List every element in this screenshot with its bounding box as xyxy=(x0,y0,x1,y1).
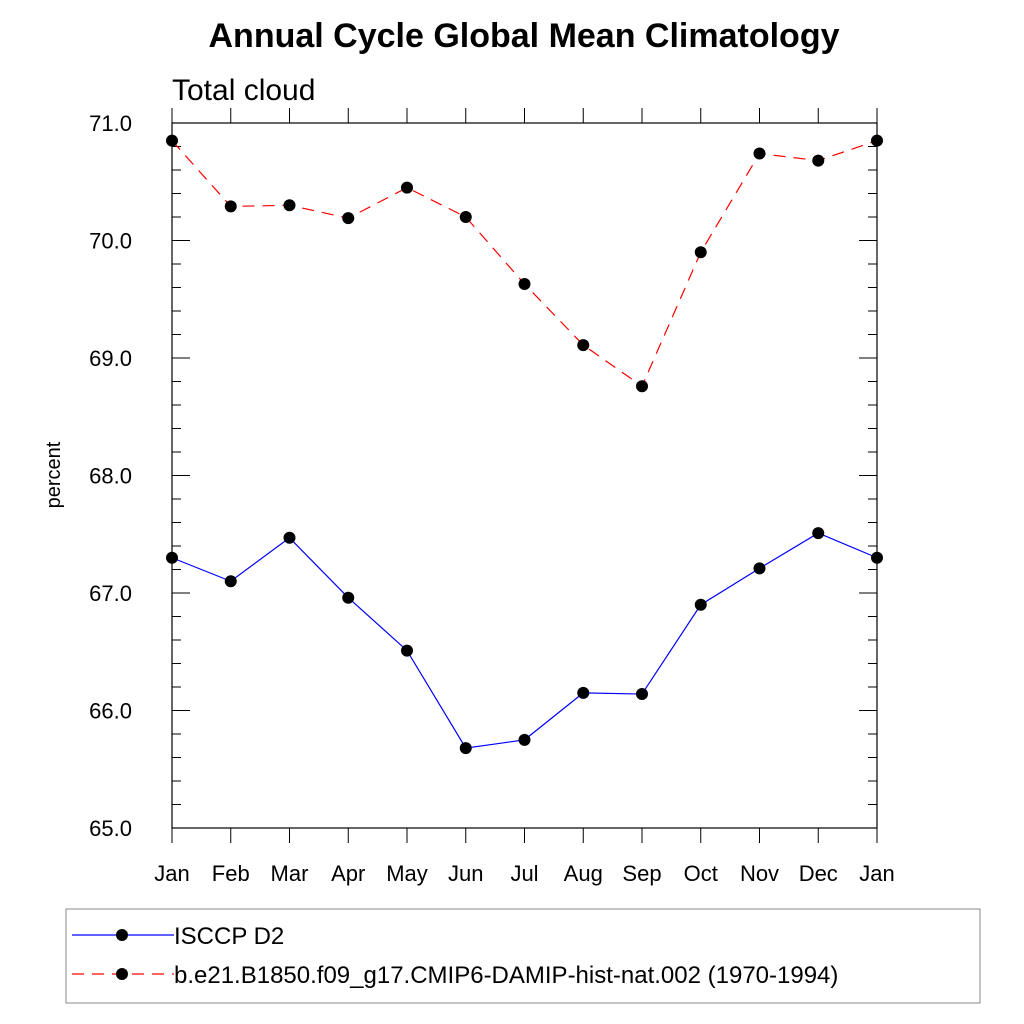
data-point xyxy=(871,551,883,564)
y-tick-label: 65.0 xyxy=(89,816,132,841)
series-group xyxy=(166,134,883,755)
x-tick-label: Nov xyxy=(740,861,779,886)
y-tick-label: 70.0 xyxy=(89,229,132,254)
x-tick-label: Feb xyxy=(212,861,250,886)
y-tick-label: 66.0 xyxy=(89,699,132,724)
legend-label: b.e21.B1850.f09_g17.CMIP6-DAMIP-hist-nat… xyxy=(174,962,838,989)
plot-frame xyxy=(171,122,878,829)
data-point xyxy=(401,181,413,194)
data-point xyxy=(283,531,296,544)
y-tick-label: 69.0 xyxy=(89,346,132,371)
legend: ISCCP D2 b.e21.B1850.f09_g17.CMIP6-DAMIP-… xyxy=(65,908,981,1004)
x-tick-label: May xyxy=(386,861,428,886)
data-point xyxy=(283,199,296,212)
x-tick-label: Jan xyxy=(154,861,189,886)
chart-subtitle: Total cloud xyxy=(172,74,315,107)
series-line xyxy=(171,140,878,388)
data-point xyxy=(577,686,590,699)
data-point xyxy=(812,154,825,167)
data-point xyxy=(459,211,472,223)
data-point xyxy=(636,688,648,701)
data-point xyxy=(871,134,883,147)
data-point xyxy=(518,277,531,290)
data-point xyxy=(518,733,531,746)
x-tick-label: Dec xyxy=(799,861,838,886)
x-tick-label: Sep xyxy=(622,861,661,886)
y-tick-label: 71.0 xyxy=(89,111,132,136)
y-tick-label: 67.0 xyxy=(89,581,132,606)
data-point xyxy=(753,147,766,160)
data-point xyxy=(342,591,355,604)
data-point xyxy=(166,551,178,564)
legend-box xyxy=(65,908,981,1004)
data-point xyxy=(577,339,590,352)
x-tick-label: Oct xyxy=(684,861,718,886)
data-point xyxy=(166,134,178,147)
y-tick-label: 68.0 xyxy=(89,464,132,489)
data-point xyxy=(342,212,355,225)
x-tick-label: Jul xyxy=(510,861,538,886)
x-tick-label: Apr xyxy=(331,861,365,886)
data-point xyxy=(224,200,237,213)
legend-label: ISCCP D2 xyxy=(174,923,284,950)
legend-swatch-marker xyxy=(116,968,128,980)
series-line xyxy=(171,532,878,749)
data-point xyxy=(812,527,825,540)
legend-swatch-marker xyxy=(116,929,128,941)
data-point xyxy=(694,246,707,259)
data-point xyxy=(753,562,766,575)
plot-frame-group xyxy=(171,122,878,829)
x-tick-label: Mar xyxy=(271,861,309,886)
x-tick-label: Jan xyxy=(859,861,894,886)
data-point xyxy=(224,575,237,588)
ticks-group: 65.0 66.0 67.0 68.0 69.0 70.0 71.0 Jan Feb Mar Apr… xyxy=(89,108,895,886)
x-tick-label: Jun xyxy=(448,861,483,886)
data-point xyxy=(636,380,648,393)
data-point xyxy=(401,644,413,657)
x-tick-label: Aug xyxy=(564,861,603,886)
chart-title: Annual Cycle Global Mean Climatology xyxy=(209,17,840,55)
y-axis-label: percent xyxy=(43,441,65,508)
data-point xyxy=(459,742,472,755)
data-point xyxy=(694,598,707,611)
